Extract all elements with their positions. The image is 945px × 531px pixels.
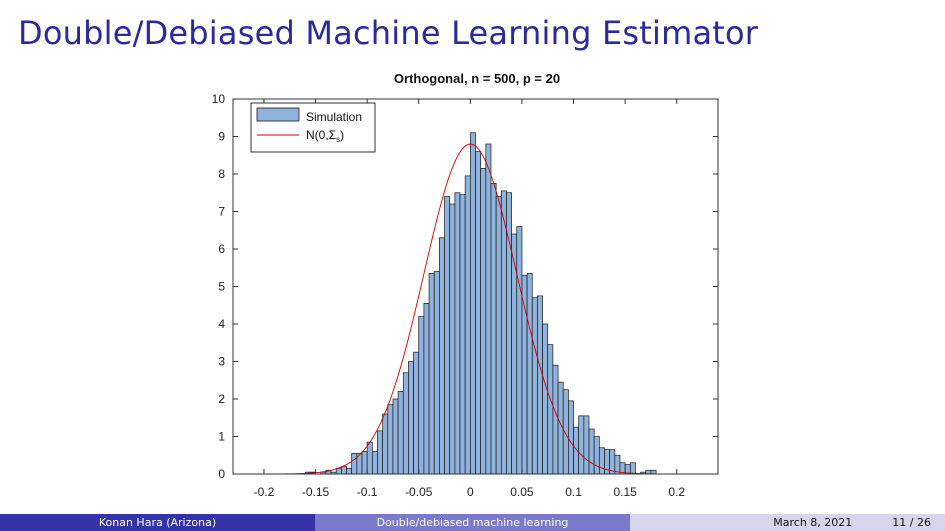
histogram-bar [423, 303, 430, 475]
histogram-bar [475, 151, 482, 475]
normal-density-curve [233, 143, 718, 475]
histogram-bar [480, 168, 487, 475]
y-tick-label: 9 [218, 130, 225, 144]
histogram-bar [418, 316, 425, 475]
legend-label-normal: N(0,Σs) [306, 128, 344, 144]
histogram-bar [490, 183, 497, 475]
x-tick-label: 0.15 [613, 485, 637, 499]
histogram-bar [485, 143, 492, 475]
histogram-bar [408, 361, 414, 475]
footer-page-number: 11 / 26 [892, 516, 931, 529]
x-axis: -0.2 -0.15 -0.1 -0.05 0 0.05 0.1 0.15 0.2 [254, 99, 685, 499]
histogram-bar [402, 372, 409, 475]
y-tick-label: 7 [218, 205, 225, 219]
histogram-bar [542, 323, 549, 475]
histogram-bar [598, 447, 605, 475]
x-tick-label: 0.1 [565, 485, 582, 499]
footer-meta: March 8, 2021 11 / 26 [630, 514, 945, 531]
histogram-bar [578, 415, 585, 475]
histogram-bar [573, 426, 580, 475]
histogram-bar [500, 190, 507, 475]
histogram-bar [439, 237, 445, 475]
histogram-bar [346, 468, 353, 475]
histogram-bar [433, 271, 440, 475]
histogram-bar [583, 415, 590, 475]
y-tick-label: 3 [218, 355, 225, 369]
histogram-bar [449, 203, 456, 475]
footer-bar: Konan Hara (Arizona) Double/debiased mac… [0, 514, 945, 531]
y-tick-label: 2 [218, 392, 225, 406]
histogram-bar [464, 175, 471, 475]
histogram-bar [413, 351, 420, 475]
histogram-bar [387, 404, 394, 475]
y-tick-label: 10 [212, 92, 226, 106]
histogram-bar [469, 132, 476, 475]
x-tick-label: -0.1 [357, 485, 378, 499]
curve-layer [233, 143, 718, 475]
histogram-bar [459, 194, 466, 475]
histogram-bar [547, 344, 554, 475]
y-tick-label: 1 [218, 430, 225, 444]
histogram-bar [428, 273, 435, 475]
histogram-bar [516, 226, 523, 475]
footer-date: March 8, 2021 [773, 516, 853, 529]
histogram-bar [629, 462, 636, 475]
histogram-bar [382, 413, 389, 475]
histogram-bar [361, 451, 368, 475]
histogram-bar [537, 295, 543, 475]
histogram-bar [531, 297, 538, 475]
y-tick-label: 4 [218, 317, 225, 331]
legend-swatch-simulation [256, 107, 300, 122]
histogram-bar [397, 391, 404, 475]
histogram-bar [562, 389, 569, 475]
y-tick-label: 8 [218, 167, 225, 181]
y-tick-label: 5 [218, 280, 225, 294]
y-axis: 0 1 2 3 4 5 6 7 8 9 10 [212, 92, 718, 481]
histogram-bar [495, 196, 502, 475]
histogram-bar [335, 468, 342, 475]
histogram-bar [552, 364, 559, 475]
histogram-bar [377, 430, 383, 475]
histogram-bar [526, 273, 533, 475]
histogram-bar [392, 398, 399, 475]
histogram-bar [568, 400, 574, 475]
histogram-bar [454, 192, 461, 475]
bars-layer [304, 132, 657, 475]
histogram-bar [444, 196, 451, 475]
x-tick-label: -0.2 [254, 485, 275, 499]
y-tick-label: 0 [218, 467, 225, 481]
y-tick-label: 6 [218, 242, 225, 256]
histogram-bar [351, 453, 358, 475]
legend: Simulation N(0,Σs) [250, 102, 376, 153]
footer-author-text: Konan Hara (Arizona) [98, 516, 217, 529]
x-tick-label: -0.15 [302, 485, 330, 499]
slide-title: Double/Debiased Machine Learning Estimat… [18, 14, 759, 52]
histogram-chart: Orthogonal, n = 500, p = 20 -0.2 -0.15 -0.… [212, 71, 719, 499]
x-tick-label: -0.05 [405, 485, 433, 499]
histogram-bar [588, 428, 595, 475]
footer-author: Konan Hara (Arizona) [0, 514, 315, 531]
x-tick-label: 0.2 [668, 485, 685, 499]
footer-talk-title: Double/debiased machine learning [315, 514, 630, 531]
histogram-bar [371, 451, 378, 475]
x-tick-label: 0 [467, 485, 474, 499]
chart-title: Orthogonal, n = 500, p = 20 [394, 71, 560, 86]
footer-talk-title-text: Double/debiased machine learning [376, 516, 569, 529]
histogram-bar [366, 441, 373, 475]
histogram-bar [341, 466, 347, 475]
legend-label-simulation: Simulation [306, 110, 362, 124]
x-tick-label: 0.05 [510, 485, 534, 499]
histogram-bar [593, 436, 600, 475]
